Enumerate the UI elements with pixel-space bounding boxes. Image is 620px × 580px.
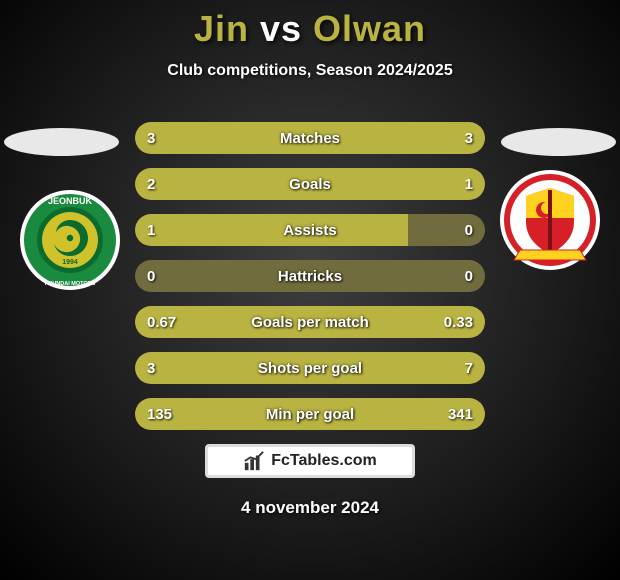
svg-text:1994: 1994 <box>62 259 78 266</box>
date: 4 november 2024 <box>0 498 620 518</box>
stat-label: Matches <box>135 130 485 147</box>
stat-label: Hattricks <box>135 268 485 285</box>
chart-icon <box>243 450 265 472</box>
stat-row: 33Matches <box>135 122 485 154</box>
stat-label: Min per goal <box>135 406 485 423</box>
stat-label: Goals per match <box>135 314 485 331</box>
jeonbuk-crest-icon: JEONBUK HYUNDAI MOTORS 1994 <box>20 190 120 290</box>
player2-name: Olwan <box>313 8 426 49</box>
brand-badge[interactable]: FcTables.com <box>205 444 415 478</box>
stat-row: 135341Min per goal <box>135 398 485 430</box>
stat-label: Assists <box>135 222 485 239</box>
stat-row: 00Hattricks <box>135 260 485 292</box>
stat-label: Shots per goal <box>135 360 485 377</box>
comparison-title: Jin vs Olwan <box>0 0 620 50</box>
stat-label: Goals <box>135 176 485 193</box>
svg-text:HYUNDAI MOTORS: HYUNDAI MOTORS <box>45 281 96 287</box>
player1-name: Jin <box>194 8 249 49</box>
stat-row: 10Assists <box>135 214 485 246</box>
vs-separator: vs <box>260 8 302 49</box>
stats-container: 33Matches 21Goals 10Assists 00Hattricks 0.67… <box>135 122 485 430</box>
svg-text:JEONBUK: JEONBUK <box>48 196 93 206</box>
stat-row: 21Goals <box>135 168 485 200</box>
flag-right <box>501 128 616 156</box>
subtitle: Club competitions, Season 2024/2025 <box>0 62 620 80</box>
stat-row: 37Shots per goal <box>135 352 485 384</box>
selangor-crest-icon <box>500 170 600 270</box>
club-crest-left: JEONBUK HYUNDAI MOTORS 1994 <box>20 190 120 290</box>
brand-label: FcTables.com <box>271 452 377 470</box>
stat-row: 0.670.33Goals per match <box>135 306 485 338</box>
flag-left <box>4 128 119 156</box>
club-crest-right <box>500 170 600 270</box>
